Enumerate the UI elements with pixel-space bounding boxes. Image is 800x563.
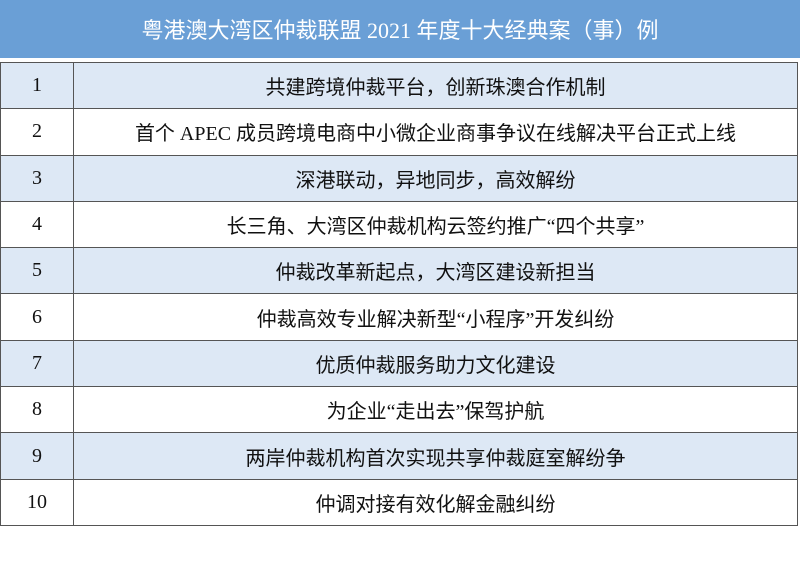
table-row: 2 首个 APEC 成员跨境电商中小微企业商事争议在线解决平台正式上线	[0, 108, 798, 156]
row-number: 2	[0, 108, 74, 156]
case-name: 两岸仲裁机构首次实现共享仲裁庭室解纷争	[73, 432, 798, 480]
case-table: 1 共建跨境仲裁平台，创新珠澳合作机制 2 首个 APEC 成员跨境电商中小微企业商事…	[0, 61, 798, 526]
table-row: 9 两岸仲裁机构首次实现共享仲裁庭室解纷争	[0, 432, 798, 480]
case-name: 首个 APEC 成员跨境电商中小微企业商事争议在线解决平台正式上线	[73, 108, 798, 156]
row-number: 9	[0, 432, 74, 480]
row-number: 6	[0, 293, 74, 341]
table-row: 6 仲裁高效专业解决新型“小程序”开发纠纷	[0, 293, 798, 341]
table-row: 8 为企业“走出去”保驾护航	[0, 386, 798, 434]
case-name: 长三角、大湾区仲裁机构云签约推广“四个共享”	[73, 200, 798, 249]
row-number: 10	[0, 478, 74, 526]
table-row: 4 长三角、大湾区仲裁机构云签约推广“四个共享”	[0, 200, 798, 249]
row-number: 8	[0, 386, 74, 434]
case-name: 仲裁高效专业解决新型“小程序”开发纠纷	[73, 293, 798, 341]
row-number: 4	[0, 200, 74, 249]
row-number: 3	[0, 154, 74, 202]
row-number: 5	[0, 247, 74, 295]
case-name: 仲调对接有效化解金融纠纷	[73, 478, 798, 526]
table-row: 7 优质仲裁服务助力文化建设	[0, 339, 798, 388]
case-name: 优质仲裁服务助力文化建设	[73, 339, 798, 388]
case-name: 仲裁改革新起点，大湾区建设新担当	[73, 247, 798, 295]
case-name: 为企业“走出去”保驾护航	[73, 386, 798, 434]
case-name: 共建跨境仲裁平台，创新珠澳合作机制	[73, 61, 798, 110]
table-row: 10 仲调对接有效化解金融纠纷	[0, 478, 798, 526]
table-title: 粤港澳大湾区仲裁联盟 2021 年度十大经典案（事）例	[0, 0, 800, 58]
case-name: 深港联动，异地同步，高效解纷	[73, 154, 798, 202]
table-row: 1 共建跨境仲裁平台，创新珠澳合作机制	[0, 61, 798, 110]
table-row: 5 仲裁改革新起点，大湾区建设新担当	[0, 247, 798, 295]
table-row: 3 深港联动，异地同步，高效解纷	[0, 154, 798, 202]
row-number: 1	[0, 61, 74, 110]
row-number: 7	[0, 339, 74, 388]
